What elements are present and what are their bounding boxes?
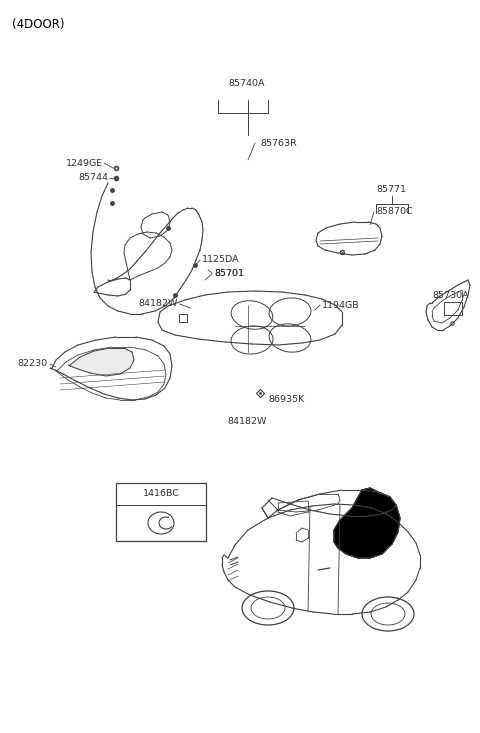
Bar <box>444 302 462 315</box>
Text: 82230: 82230 <box>18 359 48 369</box>
Text: 85740A: 85740A <box>229 79 265 88</box>
Text: 1125DA: 1125DA <box>202 256 240 265</box>
Text: 1249GE: 1249GE <box>66 158 103 168</box>
Text: 1194GB: 1194GB <box>322 301 360 309</box>
Text: 85701: 85701 <box>214 270 244 279</box>
Text: 85771: 85771 <box>376 185 406 194</box>
Text: (4DOOR): (4DOOR) <box>12 18 64 31</box>
Text: 86935K: 86935K <box>268 396 304 405</box>
Polygon shape <box>334 488 400 558</box>
Text: 84182W: 84182W <box>228 417 267 426</box>
Text: 85730A: 85730A <box>432 291 468 300</box>
Polygon shape <box>68 348 134 376</box>
Text: 85744: 85744 <box>78 174 108 183</box>
Text: 84182W: 84182W <box>139 300 178 309</box>
Text: 1416BC: 1416BC <box>143 490 180 498</box>
Text: 85701: 85701 <box>214 268 244 278</box>
Text: 85763R: 85763R <box>260 139 297 147</box>
Text: 85870C: 85870C <box>376 207 413 216</box>
